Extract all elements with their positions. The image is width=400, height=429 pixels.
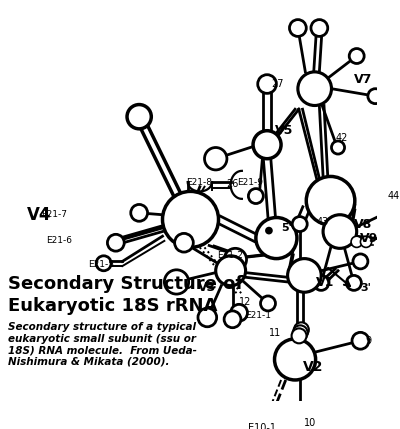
Text: 42: 42 [335,133,348,143]
Circle shape [298,72,332,106]
Text: E21-5: E21-5 [88,260,114,269]
Circle shape [131,205,148,221]
Text: V8: V8 [354,218,372,230]
Circle shape [108,234,124,251]
Text: 5': 5' [281,224,292,233]
Circle shape [127,105,151,129]
Circle shape [332,141,344,154]
Circle shape [224,248,246,271]
Circle shape [96,256,111,271]
Text: 27: 27 [272,79,284,89]
Text: V2: V2 [302,360,323,374]
Circle shape [290,20,306,36]
Circle shape [175,233,193,252]
Circle shape [260,296,276,311]
Circle shape [346,275,361,290]
Circle shape [266,228,272,233]
Circle shape [353,254,368,269]
Text: V5: V5 [274,124,293,137]
Circle shape [388,201,400,216]
Circle shape [294,322,309,337]
Circle shape [352,332,369,349]
Text: 11: 11 [269,328,281,338]
Circle shape [253,131,281,159]
Circle shape [292,413,307,428]
Text: V1: V1 [316,276,334,290]
Circle shape [288,259,321,292]
Circle shape [368,89,383,104]
Text: 3': 3' [360,283,371,293]
Text: Secondary structure of a typical
eukaryotic small subunit (ssu or
18S) RNA molec: Secondary structure of a typical eukaryo… [8,322,197,367]
Text: 43: 43 [316,217,329,227]
Text: E21-9: E21-9 [237,178,263,187]
Circle shape [360,236,372,248]
Text: E21-1: E21-1 [245,311,271,320]
Circle shape [256,218,297,259]
Circle shape [224,311,241,328]
Text: 44: 44 [388,191,400,201]
Circle shape [231,304,248,321]
Text: V9: V9 [360,232,379,245]
Text: 12: 12 [239,296,252,307]
Circle shape [349,48,364,63]
Text: V7: V7 [354,73,372,86]
Circle shape [306,176,355,225]
Text: V4: V4 [27,206,52,224]
Text: E21-2: E21-2 [217,251,242,260]
Circle shape [311,20,328,36]
Circle shape [314,275,329,290]
Circle shape [274,339,316,380]
Circle shape [323,215,357,248]
Text: E21-8: E21-8 [186,178,212,187]
Circle shape [248,189,263,203]
Text: E21-7: E21-7 [41,210,67,219]
Circle shape [388,233,400,248]
Circle shape [162,191,218,248]
Text: V3: V3 [198,281,216,294]
Circle shape [198,308,217,327]
Text: 9: 9 [365,336,371,346]
Text: Secondary Structure of: Secondary Structure of [8,275,244,293]
Circle shape [293,325,308,340]
Circle shape [216,256,246,286]
Circle shape [351,236,362,248]
Text: E10-1: E10-1 [248,423,276,429]
Text: 26: 26 [227,179,239,189]
Text: 10: 10 [304,418,317,428]
Circle shape [292,217,307,232]
Circle shape [292,328,306,343]
Text: Eukaryotic 18S rRNA: Eukaryotic 18S rRNA [8,297,218,315]
Circle shape [164,270,189,294]
Circle shape [258,75,276,94]
Text: E21-6: E21-6 [46,236,72,245]
Circle shape [204,148,227,170]
